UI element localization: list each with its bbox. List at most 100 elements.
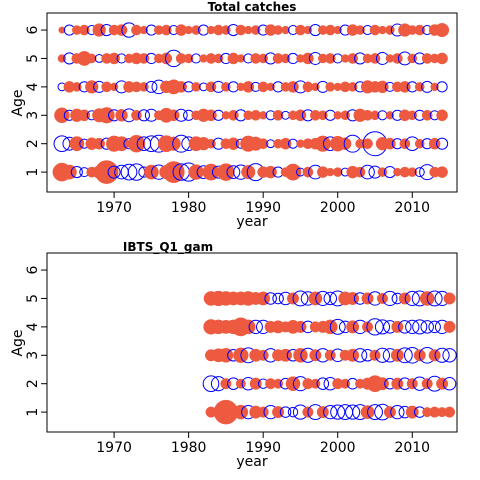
residual-bubble-positive [316,406,329,419]
y-tick-label: 3 [25,351,41,360]
y-tick-label: 5 [25,294,41,303]
residual-bubble-negative [174,108,188,122]
x-axis-label: year [236,214,267,230]
residual-bubble-negative [374,347,391,363]
residual-bubble-positive [86,53,97,64]
residual-bubble-negative [428,320,441,334]
residual-bubble-positive [227,137,240,150]
y-tick-label: 5 [25,54,41,63]
bubble-marks [52,22,450,184]
residual-bubble-negative [414,167,425,178]
residual-bubble-negative [120,163,138,181]
residual-bubble-positive [233,404,249,420]
residual-bubble-positive [188,164,204,180]
residual-bubble-negative [202,375,220,393]
residual-bubble-negative [323,404,338,420]
residual-bubble-negative [434,347,450,363]
residual-bubble-negative [323,291,337,306]
residual-bubble-positive [391,320,404,333]
residual-bubble-positive [266,82,275,92]
residual-bubble-negative [137,109,150,122]
residual-bubble-positive [347,82,358,92]
residual-bubble-positive [115,109,128,122]
panel-total-catches: Total catches 1970 1980 1990 2000 2010 1 2 3 4 5… [10,0,458,230]
residual-bubble-positive [54,107,70,124]
y-tick-label: 4 [25,322,41,331]
residual-bubble-positive [235,378,246,389]
residual-bubble-positive [414,24,426,36]
plot-frame [46,12,458,193]
residual-bubble-positive [160,24,172,36]
y-tick-label: 6 [25,266,41,275]
residual-bubble-positive [213,53,224,64]
x-axis: 1970 1980 1990 2000 2010 [96,432,430,456]
residual-bubble-positive [281,25,290,35]
residual-bubble-positive [436,166,448,178]
x-tick-label: 1990 [245,200,281,216]
residual-bubble-positive [436,52,448,65]
x-tick-label: 2000 [320,200,356,216]
residual-bubble-positive [302,52,314,65]
x-tick-label: 2010 [394,200,430,216]
residual-bubble-positive [249,377,262,390]
residual-bubble-positive [309,349,322,362]
residual-bubble-positive [191,25,201,35]
y-tick-label: 6 [25,26,41,35]
residual-bubble-negative [316,377,330,390]
residual-bubble-positive [191,82,201,92]
y-tick-label: 4 [25,82,41,91]
residual-bubble-positive [407,167,418,177]
y-axis: 1 2 3 4 5 6 [25,26,47,177]
residual-bubble-positive [354,166,366,178]
residual-bubble-positive [279,137,292,150]
residual-bubble-positive [370,110,380,121]
residual-bubble-positive [443,320,456,333]
residual-bubble-negative [292,290,309,307]
residual-bubble-positive [78,109,91,122]
residual-bubble-negative [412,319,428,335]
residual-bubble-positive [217,163,235,181]
x-tick-label: 1980 [171,440,207,456]
residual-bubble-positive [392,53,403,64]
residual-bubble-positive [443,292,456,305]
residual-bubble-negative [352,348,368,363]
residual-bubble-positive [280,53,291,64]
residual-bubble-negative [442,376,457,391]
x-tick-label: 2000 [320,440,356,456]
y-axis: 1 2 3 4 5 6 [25,266,47,417]
residual-bubble-positive [332,167,343,177]
residual-bubble-positive [346,320,360,334]
residual-bubble-positive [241,165,256,180]
residual-bubble-positive [259,111,268,120]
residual-bubble-positive [69,136,85,152]
residual-bubble-positive [114,136,129,152]
residual-bubble-negative [226,165,241,180]
residual-bubble-positive [162,161,185,183]
residual-bubble-positive [257,349,269,361]
residual-bubble-negative [360,164,375,180]
residual-bubble-positive [183,53,194,64]
x-tick-label: 2010 [394,440,430,456]
residual-bubble-negative [279,406,292,418]
residual-bubble-negative [287,406,299,418]
residual-bubble-positive [361,292,374,305]
residual-bubble-positive [406,378,418,390]
residual-bubble-negative [396,347,413,364]
residual-bubble-negative [382,290,398,307]
panel-title: IBTS_Q1_gam [123,240,213,255]
residual-bubble-positive [221,82,231,92]
residual-bubble-positive [284,163,302,181]
y-tick-label: 2 [25,379,41,388]
residual-bubble-negative [330,404,346,420]
residual-bubble-negative [345,404,361,420]
residual-bubble-positive [362,321,374,333]
residual-bubble-positive [385,111,395,120]
residual-bubble-negative [405,319,420,335]
residual-bubble-positive [272,109,284,121]
y-tick-label: 2 [25,139,41,148]
residual-bubble-positive [421,109,433,121]
residual-bubble-negative [70,166,83,179]
residual-bubble-positive [346,348,360,362]
residual-bubble-positive [240,319,256,335]
